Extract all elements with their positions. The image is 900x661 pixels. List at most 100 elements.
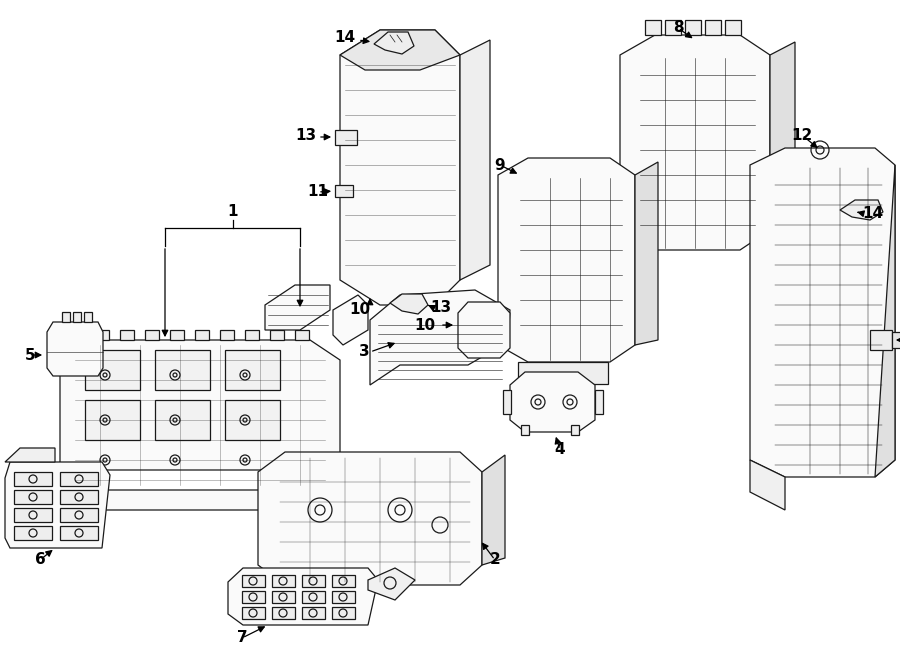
Bar	[73, 312, 81, 322]
Bar	[350, 587, 360, 603]
Bar	[270, 330, 284, 340]
Bar	[302, 591, 325, 603]
Text: 3: 3	[359, 344, 370, 360]
Text: 6: 6	[34, 553, 45, 568]
Bar	[155, 350, 210, 390]
Text: 4: 4	[554, 442, 565, 457]
Polygon shape	[510, 372, 595, 432]
Polygon shape	[370, 290, 510, 385]
Polygon shape	[875, 165, 895, 477]
Bar	[705, 20, 721, 35]
Bar	[14, 490, 52, 504]
Bar	[95, 330, 109, 340]
Polygon shape	[265, 285, 330, 330]
Polygon shape	[458, 302, 510, 358]
Bar	[320, 587, 330, 603]
Polygon shape	[460, 40, 490, 280]
Bar	[145, 330, 159, 340]
Polygon shape	[374, 32, 414, 54]
Text: 14: 14	[334, 30, 355, 46]
Polygon shape	[20, 455, 60, 490]
Bar	[242, 607, 265, 619]
Bar	[62, 312, 70, 322]
Bar	[521, 425, 529, 435]
Polygon shape	[635, 162, 658, 345]
Polygon shape	[258, 452, 482, 585]
Polygon shape	[840, 200, 883, 220]
Polygon shape	[482, 455, 505, 565]
Polygon shape	[340, 30, 460, 305]
Polygon shape	[47, 322, 103, 376]
Bar	[595, 390, 603, 414]
Polygon shape	[228, 568, 378, 625]
Polygon shape	[390, 294, 428, 314]
Bar	[335, 185, 353, 197]
Bar	[14, 472, 52, 486]
Bar	[272, 607, 295, 619]
Polygon shape	[750, 148, 895, 477]
Bar	[290, 587, 300, 603]
Polygon shape	[498, 158, 635, 362]
Text: 1: 1	[227, 204, 238, 219]
Polygon shape	[60, 340, 340, 490]
Bar	[685, 20, 701, 35]
Bar	[302, 607, 325, 619]
Bar	[272, 591, 295, 603]
Text: 14: 14	[862, 206, 883, 221]
Bar	[60, 490, 98, 504]
Text: 10: 10	[414, 317, 435, 332]
Polygon shape	[340, 30, 460, 70]
Bar	[85, 350, 140, 390]
Bar	[645, 20, 661, 35]
Bar	[305, 587, 315, 603]
Bar	[60, 526, 98, 540]
Bar	[14, 526, 52, 540]
Bar	[571, 425, 579, 435]
Bar	[225, 350, 280, 390]
Bar	[242, 591, 265, 603]
Text: 12: 12	[791, 128, 813, 143]
Bar	[892, 332, 900, 348]
Bar	[332, 575, 355, 587]
Bar	[220, 330, 234, 340]
Bar	[120, 330, 134, 340]
Polygon shape	[750, 460, 785, 510]
Bar	[85, 400, 140, 440]
Text: 5: 5	[24, 348, 35, 362]
Bar	[335, 587, 345, 603]
Bar	[195, 330, 209, 340]
Polygon shape	[5, 448, 55, 462]
Bar	[285, 585, 365, 605]
Text: 10: 10	[349, 303, 370, 317]
Bar	[14, 508, 52, 522]
Bar	[155, 400, 210, 440]
Polygon shape	[70, 490, 320, 510]
Polygon shape	[5, 462, 110, 548]
Polygon shape	[770, 42, 795, 230]
Bar	[665, 20, 681, 35]
Bar	[225, 400, 280, 440]
Polygon shape	[368, 568, 415, 600]
Bar	[870, 330, 892, 350]
Bar	[335, 130, 357, 145]
Bar	[518, 362, 608, 384]
Bar	[332, 607, 355, 619]
Text: 9: 9	[495, 157, 505, 173]
Text: 8: 8	[672, 20, 683, 36]
Bar	[302, 575, 325, 587]
Text: 7: 7	[237, 631, 248, 646]
Bar	[295, 330, 309, 340]
Polygon shape	[620, 35, 770, 250]
Text: 13: 13	[430, 299, 451, 315]
Bar	[245, 330, 259, 340]
Bar	[84, 312, 92, 322]
Bar	[170, 330, 184, 340]
Bar	[60, 472, 98, 486]
Bar	[272, 575, 295, 587]
Bar	[22, 460, 52, 482]
Bar	[60, 508, 98, 522]
Text: 11: 11	[308, 184, 328, 200]
Text: 13: 13	[295, 128, 316, 143]
Bar	[503, 390, 511, 414]
Bar	[725, 20, 741, 35]
